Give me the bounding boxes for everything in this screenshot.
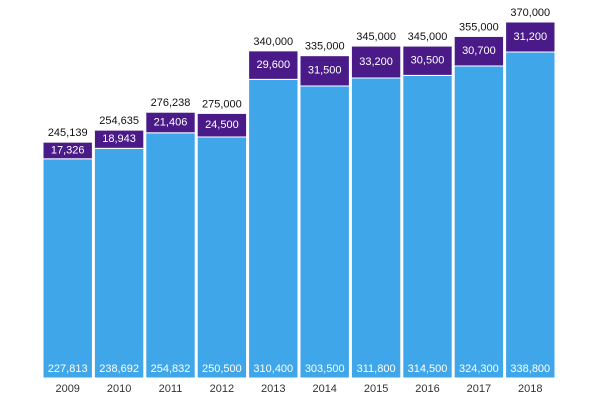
bar-segment	[93, 129, 145, 149]
total-label: 276,238	[151, 97, 191, 109]
bar-segment	[453, 35, 505, 67]
value-label: 29,600	[256, 59, 290, 71]
total-label: 340,000	[253, 36, 293, 48]
value-label: 338,800	[510, 363, 550, 375]
value-label: 303,500	[305, 363, 345, 375]
value-label: 250,500	[202, 363, 242, 375]
bar-segment	[42, 141, 93, 160]
bar-segment	[402, 74, 453, 379]
value-label: 18,943	[102, 133, 136, 145]
bar-segment	[196, 136, 248, 379]
total-label: 345,000	[408, 31, 448, 43]
value-label: 33,200	[359, 56, 393, 68]
total-label: 355,000	[459, 21, 499, 33]
bar-segment	[350, 77, 402, 379]
x-tick-label: 2012	[210, 383, 234, 395]
bar-segment	[145, 132, 196, 379]
value-label: 238,692	[99, 363, 139, 375]
x-tick-label: 2015	[364, 383, 388, 395]
x-tick-label: 2017	[467, 383, 491, 395]
total-label: 335,000	[305, 41, 345, 53]
bar-segment	[145, 111, 196, 134]
bar-segment	[299, 55, 350, 87]
value-label: 254,832	[151, 363, 191, 375]
x-tick-label: 2016	[415, 383, 439, 395]
x-tick-label: 2014	[312, 383, 336, 395]
x-tick-label: 2013	[261, 383, 285, 395]
value-label: 30,700	[462, 45, 496, 57]
value-label: 314,500	[408, 363, 448, 375]
total-label: 245,139	[48, 127, 88, 139]
bar-segment	[402, 45, 453, 76]
total-label: 345,000	[356, 31, 396, 43]
value-label: 310,400	[253, 363, 293, 375]
bar-segment	[299, 85, 350, 379]
bar-segment	[42, 158, 93, 379]
x-tick-label: 2010	[107, 383, 131, 395]
x-tick-label: 2018	[518, 383, 542, 395]
value-label: 31,200	[513, 31, 547, 43]
bar-segment	[350, 45, 402, 79]
bar-segment	[505, 21, 556, 53]
value-label: 24,500	[205, 119, 239, 131]
value-label: 311,800	[357, 363, 396, 375]
x-tick-label: 2011	[159, 383, 183, 395]
total-label: 370,000	[510, 7, 550, 19]
value-label: 21,406	[154, 116, 188, 128]
bar-segment	[196, 112, 248, 138]
value-label: 30,500	[411, 55, 445, 67]
total-label: 254,635	[99, 115, 139, 127]
x-tick-label: 2009	[55, 383, 79, 395]
bar-segment	[248, 50, 299, 80]
bar-segment	[453, 65, 505, 379]
value-label: 324,300	[459, 363, 499, 375]
bar-segment	[248, 78, 299, 379]
bar-segment	[93, 147, 145, 379]
total-label: 275,000	[202, 98, 242, 110]
value-label: 31,500	[308, 65, 342, 77]
bar-segment	[505, 51, 556, 379]
value-label: 17,326	[51, 144, 85, 156]
value-label: 227,813	[48, 363, 88, 375]
